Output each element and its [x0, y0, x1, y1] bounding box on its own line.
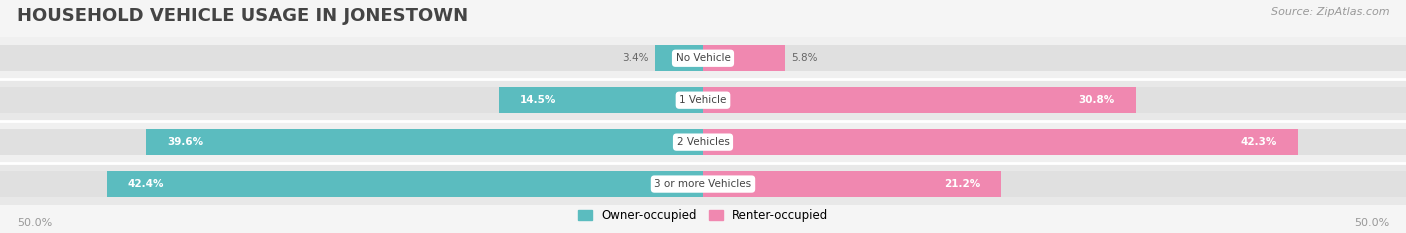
Bar [703, 171, 1406, 197]
Text: 50.0%: 50.0% [1354, 218, 1389, 228]
Bar [703, 87, 1406, 113]
Text: 2 Vehicles: 2 Vehicles [676, 137, 730, 147]
Bar [703, 129, 1298, 155]
Bar [0, 163, 1406, 205]
Text: 30.8%: 30.8% [1078, 95, 1115, 105]
Bar [703, 45, 785, 71]
Bar [703, 129, 1406, 155]
Text: 50.0%: 50.0% [17, 218, 52, 228]
Text: Source: ZipAtlas.com: Source: ZipAtlas.com [1271, 7, 1389, 17]
Bar [703, 171, 1001, 197]
Bar [0, 45, 703, 71]
Text: 39.6%: 39.6% [167, 137, 204, 147]
Text: 1 Vehicle: 1 Vehicle [679, 95, 727, 105]
Bar [0, 87, 703, 113]
Bar [703, 87, 1136, 113]
Text: HOUSEHOLD VEHICLE USAGE IN JONESTOWN: HOUSEHOLD VEHICLE USAGE IN JONESTOWN [17, 7, 468, 25]
Bar [0, 121, 1406, 163]
Text: 14.5%: 14.5% [520, 95, 557, 105]
Bar [703, 45, 1406, 71]
Text: 3.4%: 3.4% [621, 53, 648, 63]
Bar [499, 87, 703, 113]
Text: No Vehicle: No Vehicle [675, 53, 731, 63]
Bar [0, 37, 1406, 79]
Legend: Owner-occupied, Renter-occupied: Owner-occupied, Renter-occupied [572, 205, 834, 227]
Bar [0, 171, 703, 197]
Bar [107, 171, 703, 197]
Text: 42.4%: 42.4% [128, 179, 165, 189]
Text: 5.8%: 5.8% [792, 53, 818, 63]
Bar [0, 79, 1406, 121]
Bar [0, 129, 703, 155]
Bar [655, 45, 703, 71]
Bar [146, 129, 703, 155]
Text: 21.2%: 21.2% [943, 179, 980, 189]
Text: 42.3%: 42.3% [1240, 137, 1277, 147]
Text: 3 or more Vehicles: 3 or more Vehicles [654, 179, 752, 189]
